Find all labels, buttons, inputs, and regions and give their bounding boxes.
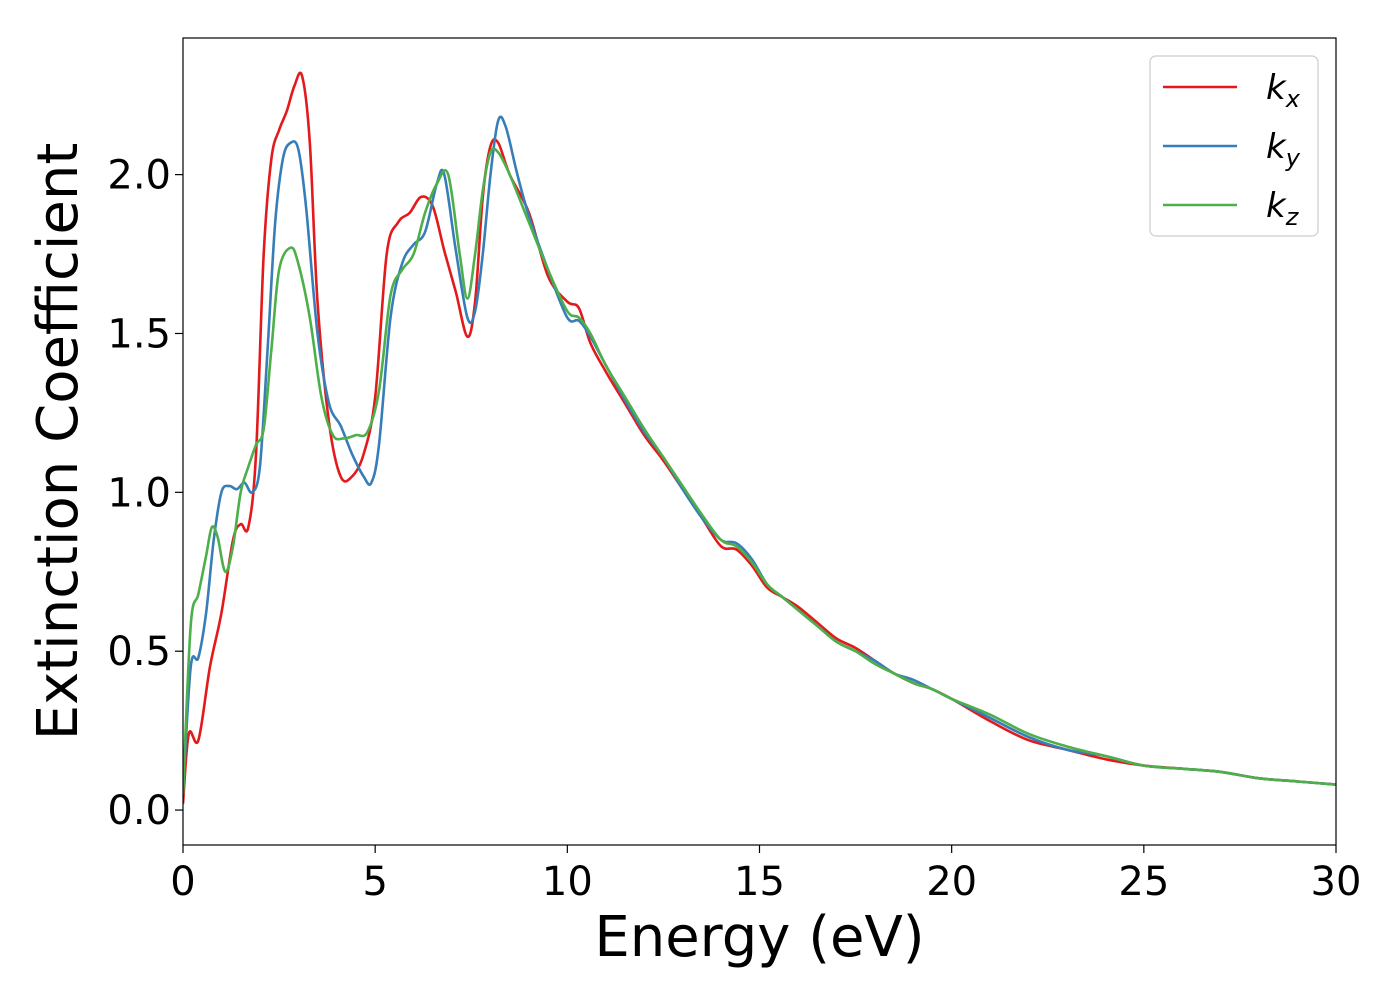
y-tick-label: 1.0	[107, 470, 171, 516]
legend-label-y: ky	[1266, 127, 1301, 172]
legend-label-x: kx	[1266, 68, 1301, 113]
legend: kx ky kz	[1149, 55, 1319, 237]
plot-frame	[182, 37, 1337, 846]
x-axis-label: Energy (eV)	[594, 905, 924, 970]
x-tick-label: 0	[170, 859, 195, 905]
plot-area	[183, 71, 1336, 804]
y-tick-label: 2.0	[107, 153, 171, 199]
y-tick-label: 0.0	[107, 788, 171, 834]
series-line-y	[183, 115, 1336, 795]
series-line-z	[183, 147, 1336, 795]
y-axis-ticks: 0.0 0.5 1.0 1.5 2.0	[107, 153, 183, 834]
y-axis-label: Extinction Coefficient	[26, 143, 91, 741]
x-axis-ticks: 0 5 10 15 20 25 30	[170, 845, 1361, 905]
x-tick-label: 10	[542, 859, 593, 905]
y-tick-label: 0.5	[107, 629, 171, 675]
x-tick-label: 30	[1311, 859, 1362, 905]
y-tick-label: 1.5	[107, 311, 171, 357]
x-tick-label: 5	[362, 859, 387, 905]
legend-label-z: kz	[1266, 186, 1300, 231]
x-tick-label: 15	[734, 859, 785, 905]
x-tick-label: 20	[926, 859, 977, 905]
x-tick-label: 25	[1118, 859, 1169, 905]
